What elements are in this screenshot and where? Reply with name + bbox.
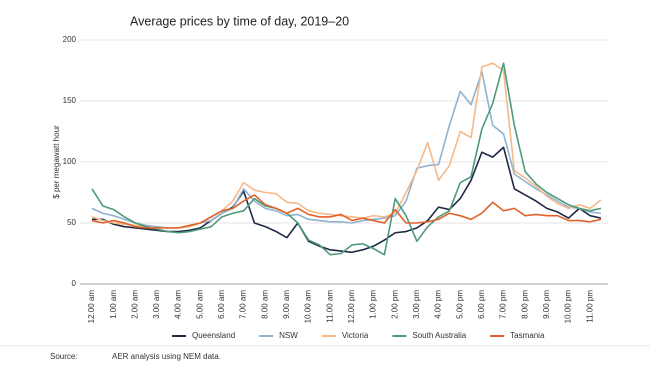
y-tick-label: 0: [72, 279, 77, 288]
y-tick-label: 50: [67, 218, 76, 227]
series-line: [91, 194, 602, 229]
x-tick-label: 3.00 am: [152, 290, 161, 319]
x-tick-label: 9.00 pm: [542, 290, 551, 319]
y-tick-label: 150: [63, 96, 77, 105]
source-label: Source:: [50, 352, 78, 361]
x-tick-label: 5.00 pm: [455, 290, 464, 319]
legend-label: Tasmania: [510, 331, 545, 340]
x-tick-label: 9.00 am: [282, 290, 291, 319]
x-tick-label: 4.00 am: [174, 290, 183, 319]
x-tick-label: 11.00 am: [325, 290, 334, 323]
x-tick-label: 6.00 am: [217, 290, 226, 319]
legend-label: Queensland: [192, 331, 235, 340]
x-tick-label: 4.00 pm: [434, 290, 443, 319]
x-tick-label: 7.00 pm: [499, 290, 508, 319]
x-tick-label: 3.00 pm: [412, 290, 421, 319]
x-tick-label: 11.00 pm: [585, 290, 594, 323]
legend-label: Victoria: [342, 331, 369, 340]
y-tick-label: 100: [63, 157, 77, 166]
legend-label: NSW: [279, 331, 298, 340]
x-tick-label: 12.00 pm: [347, 290, 356, 324]
x-tick-label: 10.00 pm: [564, 290, 573, 324]
x-tick-label: 5.00 am: [195, 290, 204, 319]
legend-label: South Australia: [412, 331, 466, 340]
x-tick-label: 2.00 am: [130, 290, 139, 319]
x-tick-label: 12.00 am: [87, 290, 96, 324]
x-tick-label: 6.00 pm: [477, 290, 486, 319]
series-line: [91, 62, 602, 229]
series-line: [91, 70, 602, 229]
y-tick-label: 200: [63, 35, 77, 44]
x-tick-label: 1.00 am: [109, 290, 118, 319]
y-axis-label: $ per megawatt hour: [52, 125, 61, 199]
x-tick-label: 7.00 am: [239, 290, 248, 319]
x-tick-label: 10.00 am: [304, 290, 313, 324]
chart-title: Average prices by time of day, 2019–20: [130, 14, 349, 28]
series-line: [91, 62, 602, 256]
series-line: [92, 146, 602, 254]
x-tick-label: 1.00 pm: [369, 290, 378, 319]
x-tick-label: 2.00 pm: [390, 290, 399, 319]
source-text: AER analysis using NEM data.: [112, 352, 221, 361]
x-tick-label: 8.00 pm: [520, 290, 529, 319]
x-tick-label: 8.00 am: [260, 290, 269, 319]
